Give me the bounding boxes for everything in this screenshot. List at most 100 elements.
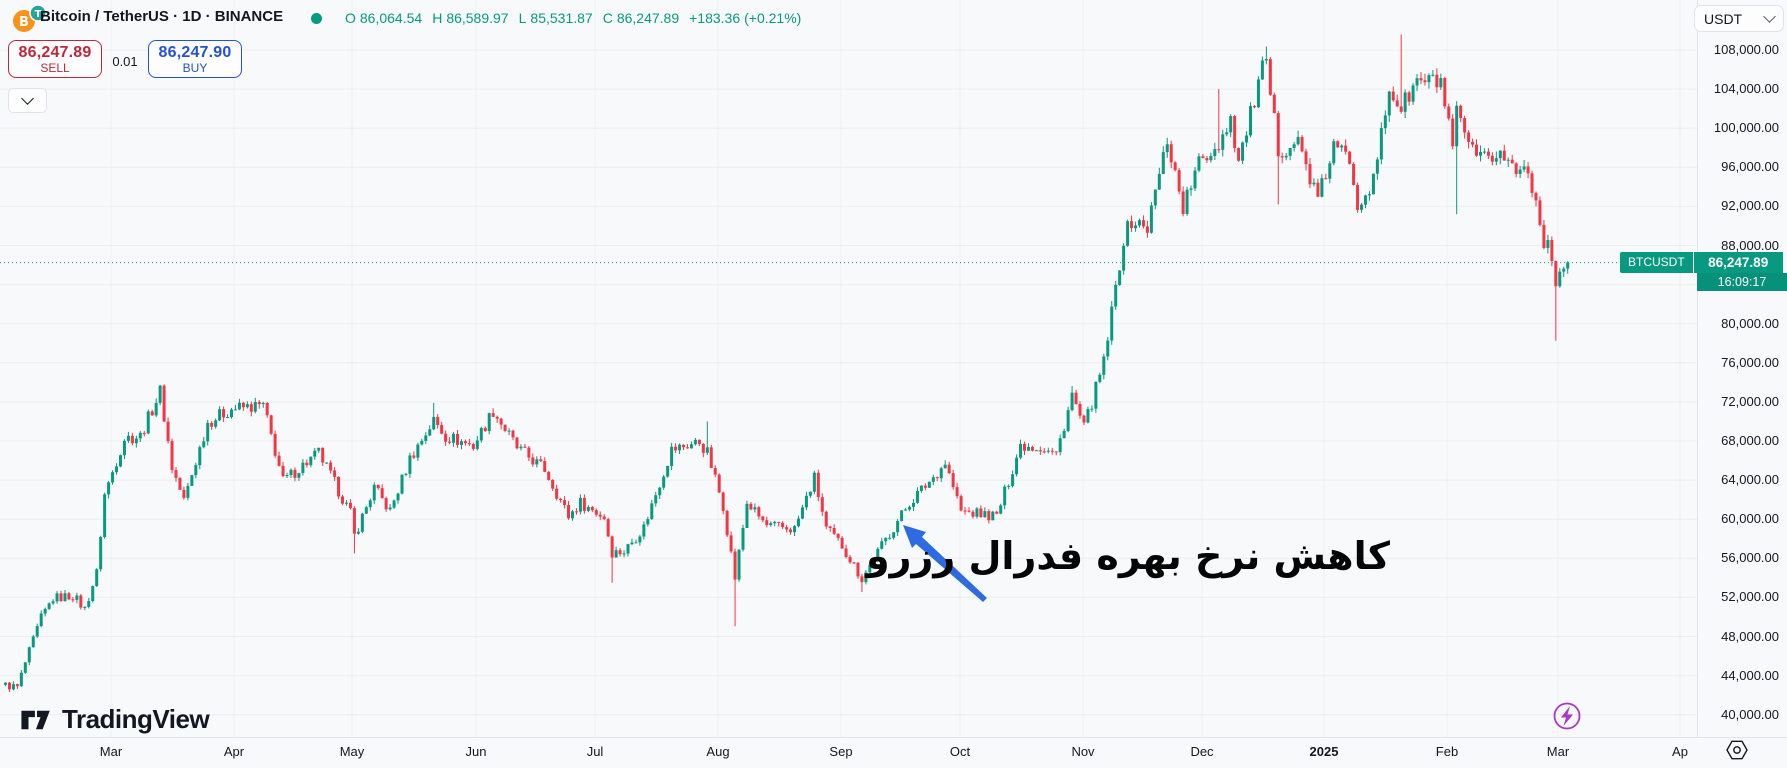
candle-body [729, 535, 733, 552]
ohlc-readout: O 86,064.54 H 86,589.97 L 85,531.87 C 86,247.89… [345, 10, 805, 26]
candle-body [130, 435, 134, 444]
price-axis-label: 76,000.00 [1721, 354, 1779, 370]
candle-body [828, 526, 832, 529]
market-status-dot[interactable] [311, 13, 322, 24]
candle-body [269, 415, 273, 434]
price-axis-label: 64,000.00 [1721, 472, 1779, 488]
candle-body [1439, 78, 1443, 88]
candle-body [1475, 144, 1479, 156]
current-price-tag[interactable]: BTCUSDT 86,247.89 [1620, 252, 1783, 274]
candle-body [606, 519, 610, 537]
annotation-arrow [903, 525, 987, 602]
candle-body [1141, 220, 1145, 227]
trade-panel-expander[interactable] [8, 88, 47, 113]
candle-body [1344, 145, 1348, 152]
candle-body [824, 511, 828, 527]
candle-body [1233, 116, 1237, 148]
currency-selector[interactable]: USDT [1694, 5, 1784, 32]
candle-body [499, 418, 503, 425]
buy-button[interactable]: 86,247.90 BUY [148, 40, 242, 78]
candle-body [218, 409, 222, 421]
candle-body [79, 595, 83, 608]
candle-body [27, 647, 31, 663]
candle-body [503, 424, 507, 431]
candle-body [662, 476, 666, 488]
candle-body [515, 437, 519, 449]
candle-body [59, 593, 63, 602]
candle-body [210, 422, 214, 427]
candle-body [305, 462, 309, 466]
hexagon-settings-icon[interactable] [1726, 740, 1748, 760]
tradingview-logo-icon [21, 710, 50, 729]
candle-body [459, 441, 463, 445]
candle-body [420, 440, 424, 445]
candle-body [1165, 144, 1169, 153]
candle-body [11, 684, 15, 690]
candle-body [194, 465, 198, 476]
candle-body [63, 593, 67, 602]
candle-body [927, 481, 931, 488]
candle-body [682, 444, 686, 448]
candle-body [1312, 182, 1316, 185]
candle-body [1296, 136, 1300, 145]
tradingview-attribution[interactable]: TradingView [20, 704, 210, 735]
price-axis-label: 48,000.00 [1721, 628, 1779, 644]
candle-body [642, 524, 646, 537]
candle-body [737, 549, 741, 580]
symbol-title[interactable]: Bitcoin / TetherUS · 1D · BINANCE [40, 8, 284, 25]
candle-body [705, 447, 709, 453]
candle-body [75, 595, 79, 600]
svg-text:B: B [19, 15, 29, 30]
annotation-text: کاهش نرخ بهره فدرال رزرو [865, 534, 1390, 578]
candle-body [1308, 164, 1312, 185]
sell-price: 86,247.89 [18, 44, 92, 61]
candle-body [1423, 80, 1427, 83]
candle-body [745, 503, 749, 528]
candle-body [654, 495, 658, 504]
change-value: +183.36 [689, 10, 741, 26]
candle-body [4, 682, 7, 685]
candle-body [943, 464, 947, 469]
price-axis-label: 104,000.00 [1713, 81, 1779, 97]
candle-body [273, 433, 277, 456]
candle-body [963, 510, 967, 512]
candle-body [1387, 91, 1391, 116]
lightning-icon[interactable] [1553, 702, 1581, 730]
candle-body [388, 507, 392, 510]
candle-body [630, 542, 634, 545]
candle-body [1145, 226, 1149, 233]
time-axis-label: Oct [949, 744, 971, 759]
candle-body [317, 447, 321, 451]
candle-body [1360, 204, 1364, 210]
candle-body [1256, 79, 1260, 108]
candle-body [1300, 136, 1304, 152]
candle-body [448, 441, 452, 443]
open-value: 86,064.54 [359, 10, 423, 26]
candle-body [1367, 194, 1371, 196]
candle-body [733, 551, 737, 580]
candle-body [23, 662, 27, 673]
candle-body [1034, 450, 1038, 452]
candle-body [868, 564, 872, 573]
candle-body [1252, 106, 1256, 108]
candle-body [404, 473, 408, 475]
candle-body [1094, 381, 1098, 409]
candle-body [634, 542, 638, 544]
candle-body [178, 477, 182, 490]
candle-body [1066, 410, 1070, 431]
candle-body [384, 498, 388, 510]
candle-body [1074, 392, 1078, 404]
candle-body [1431, 74, 1435, 76]
svg-text:T: T [35, 9, 42, 20]
candle-body [444, 433, 448, 442]
candle-body [265, 402, 269, 416]
candle-body [107, 482, 111, 495]
candle-body [87, 601, 91, 607]
candle-body [832, 528, 836, 534]
price-axis-label: 92,000.00 [1721, 198, 1779, 214]
candle-body [1193, 170, 1197, 189]
price-axis-label: 40,000.00 [1721, 706, 1779, 722]
sell-button[interactable]: 86,247.89 SELL [8, 40, 102, 78]
